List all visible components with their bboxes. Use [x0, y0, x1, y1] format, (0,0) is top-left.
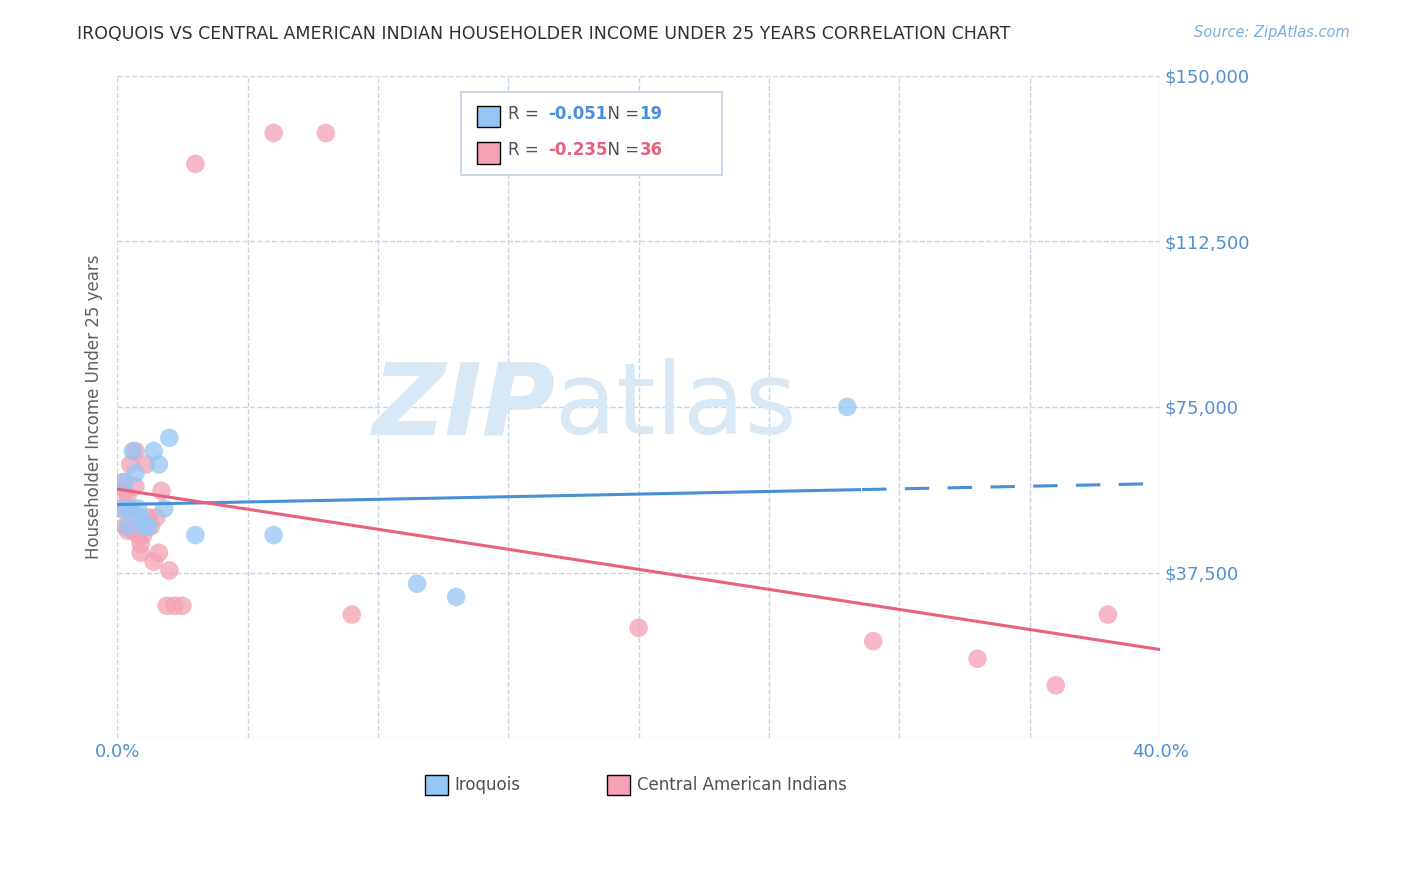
Point	[153, 501, 176, 516]
Point	[184, 157, 207, 171]
Point	[124, 444, 146, 458]
Point	[114, 519, 136, 533]
Point	[120, 501, 142, 516]
Point	[862, 634, 884, 648]
Point	[148, 546, 170, 560]
Point	[114, 483, 136, 498]
Point	[117, 488, 139, 502]
Point	[135, 458, 157, 472]
Point	[163, 599, 186, 613]
Point	[156, 599, 179, 613]
Point	[138, 510, 160, 524]
Point	[139, 519, 162, 533]
Text: ZIP: ZIP	[373, 359, 555, 456]
Text: Source: ZipAtlas.com: Source: ZipAtlas.com	[1194, 25, 1350, 40]
Text: N =: N =	[598, 141, 644, 160]
Point	[111, 501, 134, 516]
Point	[117, 519, 139, 533]
Point	[132, 528, 155, 542]
Text: Iroquois: Iroquois	[454, 776, 520, 794]
Point	[148, 458, 170, 472]
Point	[127, 528, 149, 542]
Point	[966, 652, 988, 666]
Point	[184, 528, 207, 542]
Text: IROQUOIS VS CENTRAL AMERICAN INDIAN HOUSEHOLDER INCOME UNDER 25 YEARS CORRELATIO: IROQUOIS VS CENTRAL AMERICAN INDIAN HOUS…	[77, 25, 1011, 43]
Point	[1045, 678, 1067, 692]
FancyBboxPatch shape	[425, 775, 447, 795]
Point	[120, 501, 142, 516]
Point	[117, 524, 139, 538]
Point	[837, 400, 859, 414]
Point	[120, 458, 142, 472]
Text: -0.235: -0.235	[548, 141, 607, 160]
Point	[1097, 607, 1119, 622]
Point	[172, 599, 194, 613]
Point	[157, 563, 180, 577]
Point	[121, 444, 143, 458]
Point	[627, 621, 650, 635]
Point	[121, 524, 143, 538]
Point	[142, 444, 165, 458]
Point	[129, 510, 152, 524]
Point	[340, 607, 363, 622]
Point	[157, 431, 180, 445]
Point	[132, 519, 155, 533]
Point	[114, 475, 136, 489]
Text: atlas: atlas	[555, 359, 797, 456]
Text: 19: 19	[640, 104, 662, 123]
FancyBboxPatch shape	[607, 775, 630, 795]
Text: -0.051: -0.051	[548, 104, 607, 123]
Point	[406, 576, 429, 591]
Point	[127, 501, 149, 516]
Point	[444, 590, 467, 604]
FancyBboxPatch shape	[477, 143, 501, 163]
FancyBboxPatch shape	[477, 106, 501, 127]
Point	[138, 519, 160, 533]
Point	[145, 510, 167, 524]
Point	[124, 479, 146, 493]
Point	[127, 510, 149, 524]
Point	[315, 126, 337, 140]
Point	[142, 555, 165, 569]
Point	[124, 467, 146, 481]
Point	[263, 528, 285, 542]
Point	[111, 475, 134, 489]
Point	[129, 546, 152, 560]
Text: Central American Indians: Central American Indians	[637, 776, 846, 794]
FancyBboxPatch shape	[461, 92, 723, 175]
Point	[150, 483, 173, 498]
Text: N =: N =	[598, 104, 644, 123]
Text: R =: R =	[508, 141, 544, 160]
Y-axis label: Householder Income Under 25 years: Householder Income Under 25 years	[86, 255, 103, 559]
Text: 36: 36	[640, 141, 662, 160]
Point	[129, 537, 152, 551]
Point	[108, 501, 131, 516]
Text: R =: R =	[508, 104, 544, 123]
Point	[263, 126, 285, 140]
